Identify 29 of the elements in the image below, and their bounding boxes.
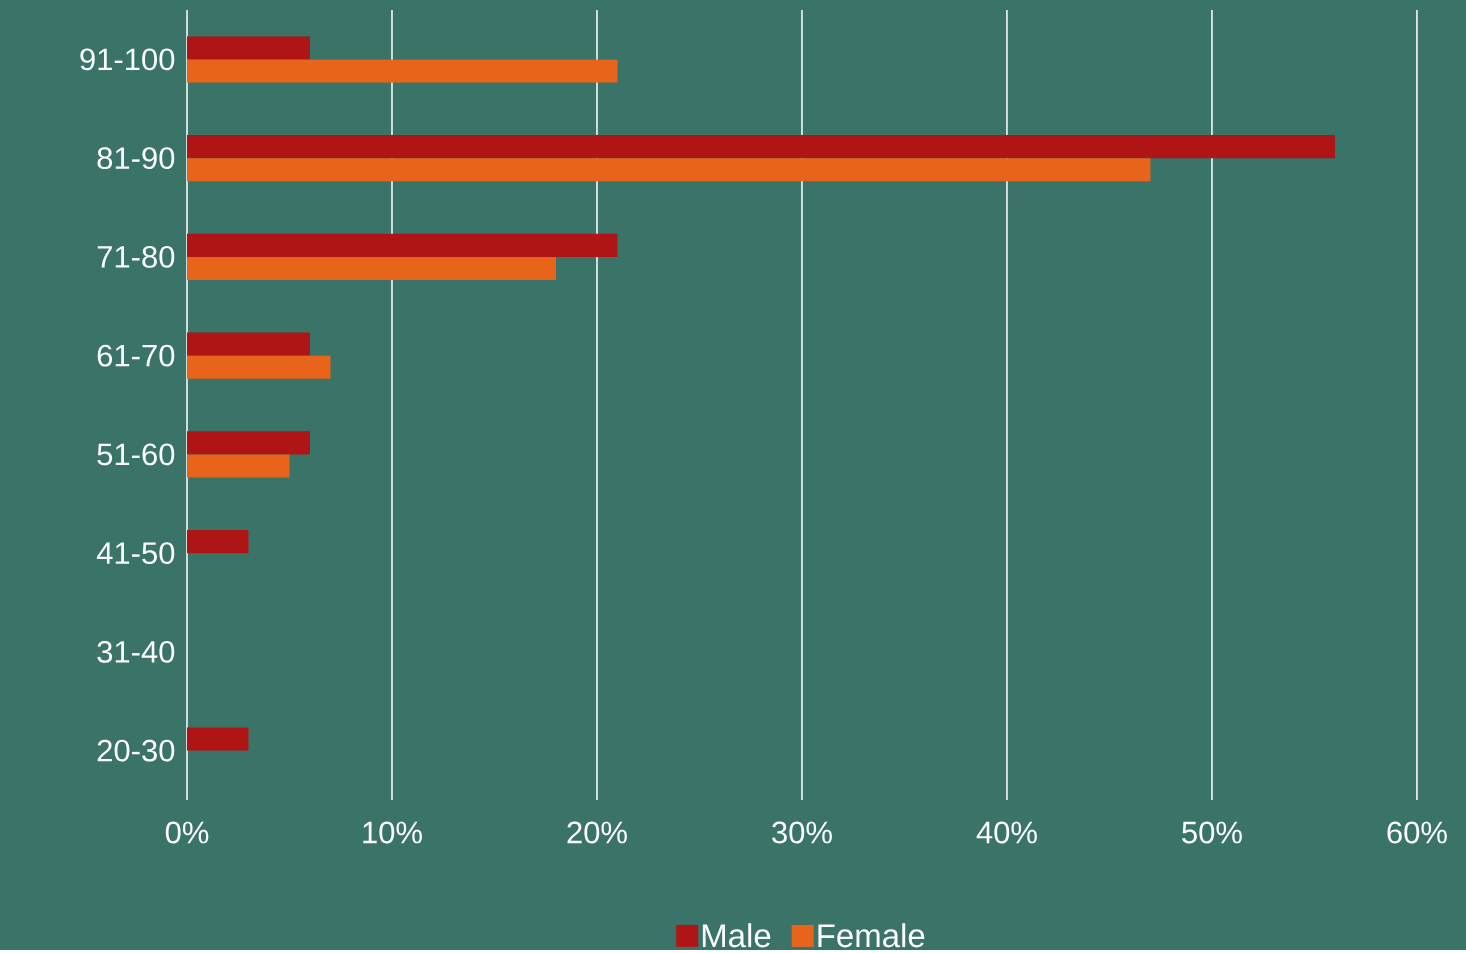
bar	[187, 135, 1335, 159]
bar	[187, 36, 310, 60]
bar	[187, 431, 310, 455]
bar	[187, 158, 1151, 182]
legend-label: Male	[702, 923, 771, 948]
y-tick-label: 31-40	[97, 641, 175, 664]
y-tick-label: 41-50	[96, 542, 175, 565]
bar	[187, 530, 249, 554]
x-tick-label: 60%	[1387, 821, 1447, 844]
x-tick-label: 10%	[363, 821, 422, 844]
bar	[187, 355, 331, 380]
bar	[187, 727, 249, 751]
x-tick-label: 40%	[976, 821, 1037, 844]
x-tick-label: 30%	[772, 821, 832, 844]
y-tick-label: 71-80	[97, 246, 175, 269]
y-tick-label: 81-90	[97, 147, 175, 170]
x-tick-label: 0%	[165, 821, 209, 844]
y-tick-label: 51-60	[97, 443, 175, 466]
x-tick-label: 50%	[1182, 821, 1242, 844]
bar	[187, 332, 310, 356]
y-tick-label: 61-70	[97, 344, 175, 367]
legend-label: Female	[818, 923, 925, 948]
bar	[187, 233, 618, 258]
bar	[187, 59, 618, 83]
bar	[187, 257, 556, 281]
y-tick-label: 91-100	[80, 48, 175, 71]
bar	[187, 454, 290, 478]
x-tick-label: 20%	[567, 821, 627, 844]
y-tick-label: 20-30	[97, 739, 175, 762]
